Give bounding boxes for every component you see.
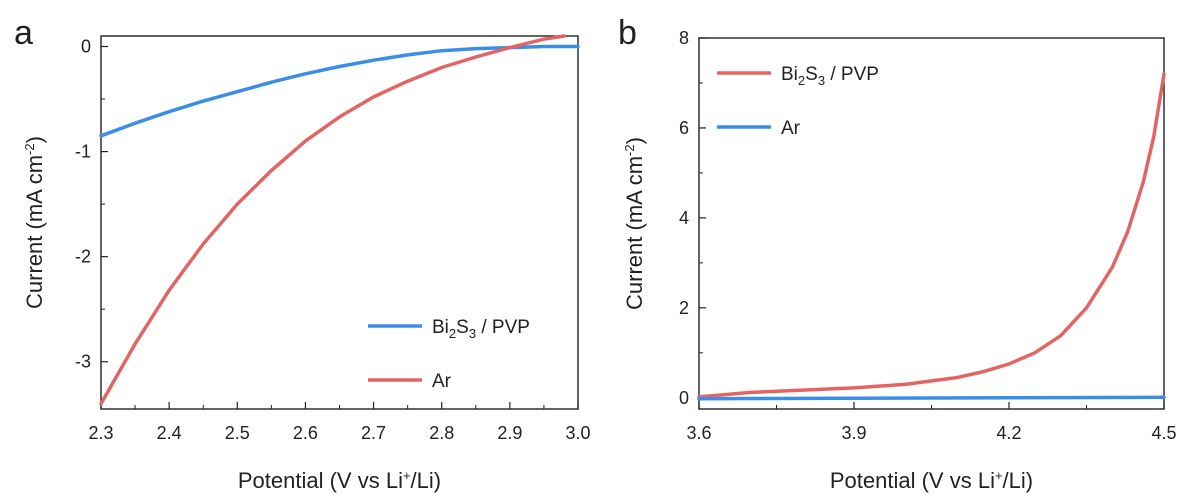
x-tick-label: 2.9 [497,423,522,443]
legend-label-2: Ar [781,118,801,139]
panel-b-axes: 3.6 3.9 4.2 4.5 0 2 4 6 8 Potential (V vs Li+/Li)… [622,28,1177,493]
x-tick-label: 2.6 [293,423,318,443]
panel-b-letter: b [618,14,637,52]
y-axis-title: Current (mA cm-2) [22,136,47,309]
panel-a-legend: Bi2S3 / PVP Ar [368,317,530,392]
x-axis-title: Potential (V vs Li+/Li) [238,468,441,493]
panel-a-letter: a [14,14,33,52]
x-axis-title-superscript: + [995,468,1003,483]
panel-a: a 2.3 2.4 2.5 2.6 2.7 2.8 2.9 3.0 0 -1 -2 -3 Potenti… [14,14,591,493]
legend-text: Bi [432,317,449,338]
legend-label-2: Ar [432,371,452,392]
y-axis-title-tail: ) [622,137,647,144]
series-line-2 [99,34,567,406]
series-line-2 [697,395,1166,401]
y-tick-label: 0 [679,388,689,408]
y-tick-label: 2 [679,298,689,318]
legend-text: S [456,317,469,338]
panel-b-legend: Bi2S3 / PVP Ar [717,64,879,139]
y-axis-title-main: Current (mA cm [22,155,47,309]
y-tick-label: -2 [75,247,91,267]
x-axis-title-main: Potential (V vs Li [830,468,995,493]
plot-frame [698,37,1165,410]
panel-b-series [697,72,1166,401]
legend-text: Ar [781,118,801,139]
x-axis-title-tail: /Li) [1003,468,1034,493]
y-axis-title-superscript: -2 [622,144,637,156]
series-line-1 [99,44,580,138]
x-tick-label: 2.7 [361,423,386,443]
x-tick-label: 3.0 [565,423,590,443]
y-tick-label: 6 [679,118,689,138]
legend-label-1: Bi2S3 / PVP [432,317,530,341]
legend-label-1: Bi2S3 / PVP [781,64,879,88]
legend-text: S [805,64,818,85]
panel-b: b 3.6 3.9 4.2 4.5 0 2 4 6 8 Potential (V vs Li+/L… [618,14,1177,493]
y-axis-title-tail: ) [22,136,47,143]
panel-a-series [99,34,580,406]
x-tick-label: 3.6 [686,423,711,443]
legend-subscript: 3 [469,326,476,341]
x-tick-label: 3.9 [841,423,866,443]
x-axis-title-superscript: + [403,468,411,483]
x-axis-title: Potential (V vs Li+/Li) [830,468,1033,493]
x-tick-label: 2.3 [88,423,113,443]
legend-text: Bi [781,64,798,85]
y-axis-title-main: Current (mA cm [622,156,647,310]
x-tick-label: 2.8 [429,423,454,443]
legend-text: / PVP [476,317,530,338]
legend-subscript: 2 [449,326,456,341]
y-axis-title: Current (mA cm-2) [622,137,647,310]
x-tick-label: 2.5 [225,423,250,443]
x-axis-title-tail: /Li) [411,468,442,493]
x-tick-label: 4.5 [1151,423,1176,443]
legend-text: Ar [432,371,452,392]
y-tick-label: -1 [75,142,91,162]
y-tick-label: 8 [679,28,689,48]
y-tick-label: 0 [81,37,91,57]
x-tick-label: 4.2 [996,423,1021,443]
legend-subscript: 3 [818,73,825,88]
legend-subscript: 2 [798,73,805,88]
y-tick-label: -3 [75,352,91,372]
x-axis-title-main: Potential (V vs Li [238,468,403,493]
plot-frame [100,35,579,410]
panel-a-axes: 2.3 2.4 2.5 2.6 2.7 2.8 2.9 3.0 0 -1 -2 -3 Potential… [22,35,591,493]
series-line-1 [697,72,1166,399]
y-tick-label: 4 [679,208,689,228]
legend-text: / PVP [825,64,879,85]
y-axis-title-superscript: -2 [22,143,37,155]
x-tick-label: 2.4 [157,423,182,443]
